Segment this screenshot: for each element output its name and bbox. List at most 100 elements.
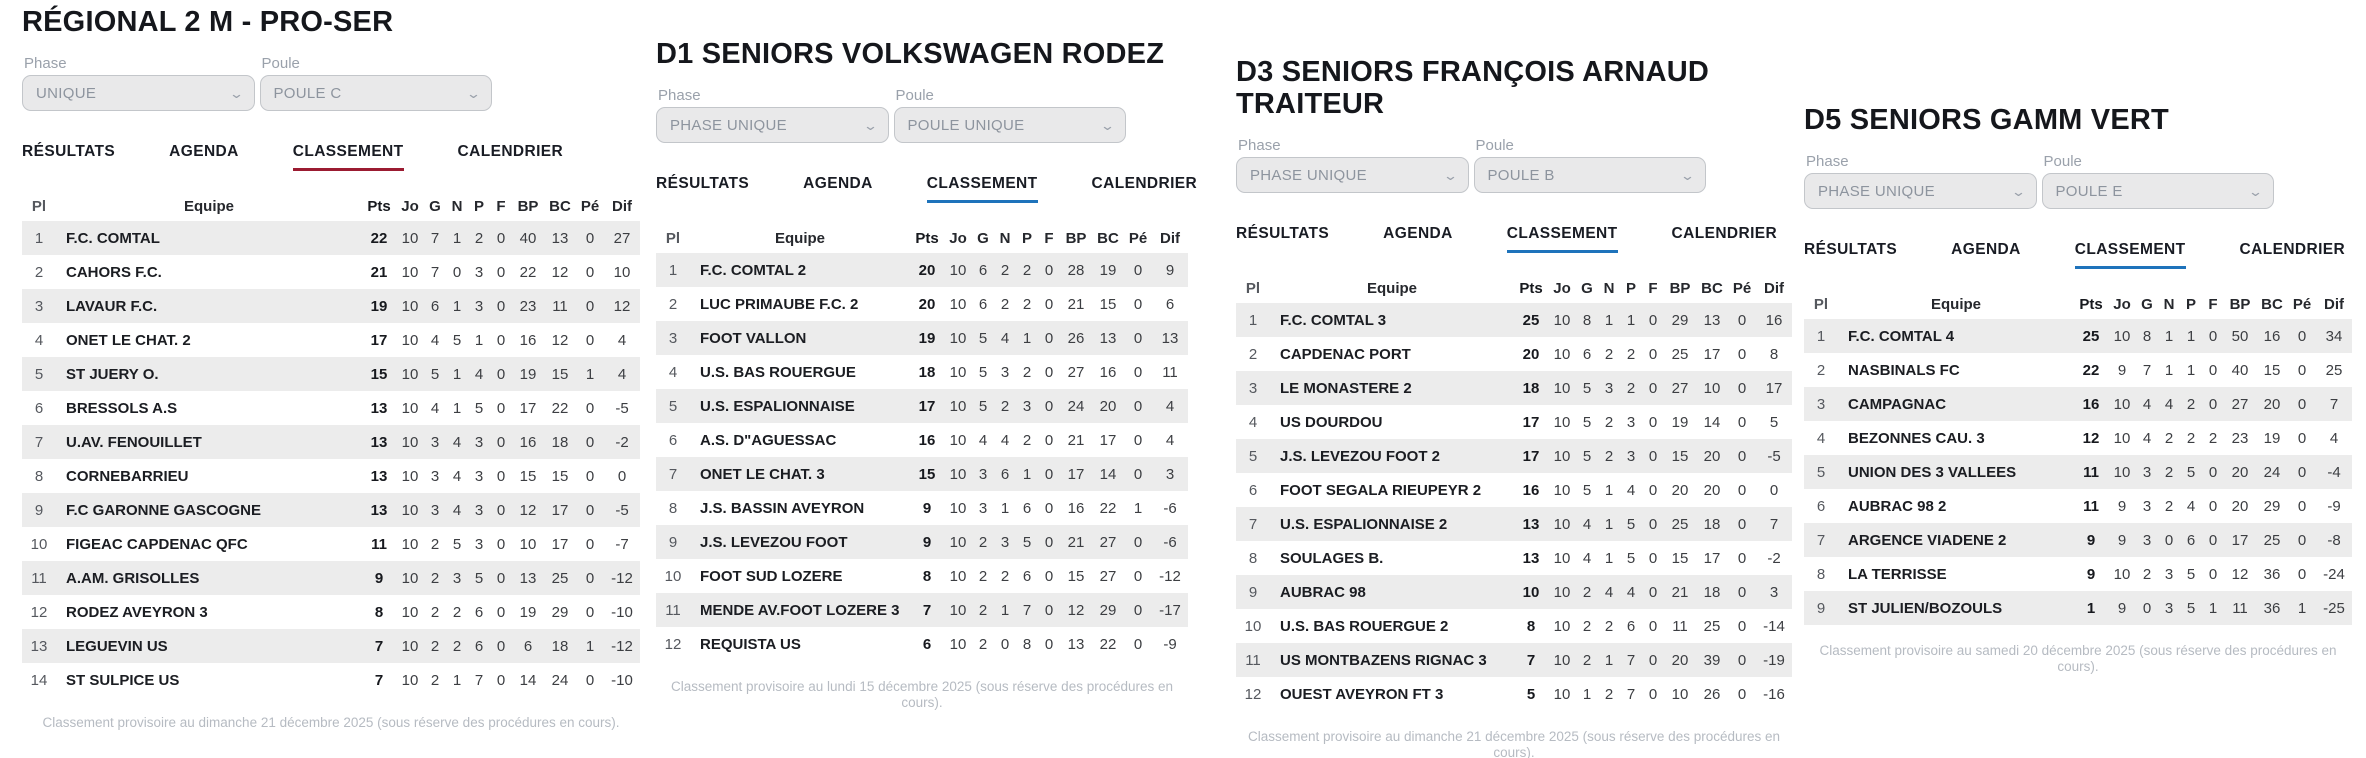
- tab-calendrier[interactable]: CALENDRIER: [1091, 175, 1198, 192]
- tab-classement[interactable]: CLASSEMENT: [2074, 241, 2186, 269]
- tab-calendrier[interactable]: CALENDRIER: [2239, 241, 2346, 258]
- table-row: 8 LA TERRISSE 9 10 2 3 5 0 12 36 0 -24: [1804, 557, 2352, 591]
- tab-agenda[interactable]: AGENDA: [1951, 241, 2021, 258]
- page-title: D1 SENIORS VOLKSWAGEN RODEZ: [656, 38, 1165, 70]
- n-cell: 4: [1000, 431, 1010, 449]
- column-header-p: P: [1021, 229, 1032, 247]
- rank-cell: 7: [34, 433, 44, 451]
- g-cell: 2: [1582, 651, 1592, 669]
- g-cell: 3: [430, 467, 440, 485]
- tab-classement[interactable]: CLASSEMENT: [1506, 225, 1618, 253]
- f-cell: 0: [1648, 583, 1658, 601]
- g-cell: 7: [430, 229, 440, 247]
- g-cell: 7: [2142, 361, 2152, 379]
- phase-select-value: PHASE UNIQUE: [1250, 166, 1367, 184]
- rank-cell: 10: [30, 535, 48, 553]
- phase-select[interactable]: PHASE UNIQUE ⌄: [1236, 157, 1469, 193]
- rank-cell: 7: [668, 465, 678, 483]
- bc-cell: 15: [551, 365, 569, 383]
- jo-cell: 10: [1553, 447, 1571, 465]
- tab-resultats[interactable]: RÉSULTATS: [1804, 241, 1898, 258]
- column-header-dif: Dif: [612, 197, 632, 215]
- pts-cell: 7: [1526, 651, 1536, 669]
- f-cell: 0: [496, 569, 506, 587]
- tabs-bar: RÉSULTATS AGENDA CLASSEMENT CALENDRIER: [22, 143, 640, 171]
- table-row: 9 ST JULIEN/BOZOULS 1 9 0 3 5 1 11 36 1 -25: [1804, 591, 2352, 625]
- pe-cell: 1: [585, 637, 595, 655]
- team-cell: F.C. COMTAL 3: [1280, 311, 1387, 329]
- team-cell: LA TERRISSE: [1848, 565, 1947, 583]
- tab-agenda[interactable]: AGENDA: [803, 175, 873, 192]
- f-cell: 0: [1044, 261, 1054, 279]
- tab-resultats[interactable]: RÉSULTATS: [22, 143, 116, 160]
- tab-calendrier[interactable]: CALENDRIER: [457, 143, 564, 160]
- pe-cell: 0: [1737, 413, 1747, 431]
- n-cell: 3: [1000, 533, 1010, 551]
- rank-cell: 9: [34, 501, 44, 519]
- rank-cell: 11: [1245, 651, 1261, 669]
- tab-resultats[interactable]: RÉSULTATS: [1236, 225, 1330, 242]
- poule-select[interactable]: POULE C ⌄: [259, 75, 492, 111]
- pe-cell: 0: [1133, 465, 1143, 483]
- phase-select[interactable]: UNIQUE ⌄: [22, 75, 255, 111]
- tab-resultats[interactable]: RÉSULTATS: [656, 175, 750, 192]
- p-cell: 3: [1022, 397, 1032, 415]
- chevron-down-icon: ⌄: [862, 117, 878, 133]
- jo-cell: 10: [401, 501, 419, 519]
- pts-cell: 22: [370, 229, 388, 247]
- f-cell: 0: [496, 263, 506, 281]
- team-cell: CORNEBARRIEU: [66, 467, 189, 485]
- poule-select[interactable]: POULE B ⌄: [1473, 157, 1706, 193]
- bp-cell: 21: [1067, 533, 1085, 551]
- tab-agenda[interactable]: AGENDA: [1383, 225, 1453, 242]
- f-cell: 0: [496, 467, 506, 485]
- rank-cell: 8: [668, 499, 678, 517]
- f-cell: 0: [1044, 363, 1054, 381]
- table-row: 9 F.C GARONNE GASCOGNE 13 10 3 4 3 0 12 17 0 -5: [22, 493, 640, 527]
- poule-select-field: Poule POULE E ⌄: [2041, 153, 2274, 209]
- tabs-bar: RÉSULTATS AGENDA CLASSEMENT CALENDRIER: [1236, 225, 1792, 253]
- column-header-dif: Dif: [2324, 295, 2344, 313]
- pe-cell: 0: [585, 399, 595, 417]
- pe-cell: 0: [1737, 515, 1747, 533]
- phase-select[interactable]: PHASE UNIQUE ⌄: [656, 107, 889, 143]
- pe-cell: 0: [1133, 261, 1143, 279]
- league-widget-panel: RÉGIONAL 2 M - PRO-SER Phase UNIQUE ⌄ Poule P…: [22, 6, 640, 731]
- bp-cell: 24: [1067, 397, 1085, 415]
- n-cell: 0: [452, 263, 462, 281]
- poule-select[interactable]: POULE UNIQUE ⌄: [893, 107, 1126, 143]
- team-cell: BRESSOLS A.S: [66, 399, 178, 417]
- chevron-down-icon: ⌄: [1679, 167, 1696, 183]
- dif-cell: -25: [2323, 599, 2345, 617]
- table-row: 4 BEZONNES CAU. 3 12 10 4 2 2 2 23 19 0 4: [1804, 421, 2352, 455]
- rank-cell: 10: [664, 567, 682, 585]
- tab-agenda[interactable]: AGENDA: [169, 143, 239, 160]
- dif-cell: -5: [615, 399, 629, 417]
- pe-cell: 0: [1737, 481, 1747, 499]
- jo-cell: 10: [2113, 429, 2131, 447]
- n-cell: 1: [452, 399, 462, 417]
- tab-calendrier[interactable]: CALENDRIER: [1671, 225, 1778, 242]
- g-cell: 2: [430, 603, 440, 621]
- table-row: 9 J.S. LEVEZOU FOOT 9 10 2 3 5 0 21 27 0 -6: [656, 525, 1188, 559]
- n-cell: 1: [1604, 515, 1614, 533]
- phase-select[interactable]: PHASE UNIQUE ⌄: [1804, 173, 2037, 209]
- pts-cell: 8: [1526, 617, 1536, 635]
- team-cell: U.S. ESPALIONNAISE: [700, 397, 855, 415]
- n-cell: 4: [452, 467, 462, 485]
- column-header-n: N: [2163, 295, 2175, 313]
- column-header-p: P: [2185, 295, 2196, 313]
- rank-cell: 2: [34, 263, 44, 281]
- f-cell: 0: [1044, 295, 1054, 313]
- tab-classement[interactable]: CLASSEMENT: [926, 175, 1038, 203]
- poule-select[interactable]: POULE E ⌄: [2041, 173, 2274, 209]
- dif-cell: -5: [615, 501, 629, 519]
- pts-cell: 7: [922, 601, 932, 619]
- table-header-row: Pl Equipe Pts Jo G N P F BP BC Pé Dif: [22, 191, 640, 221]
- tab-classement[interactable]: CLASSEMENT: [292, 143, 404, 171]
- bp-cell: 12: [1067, 601, 1085, 619]
- n-cell: 0: [1000, 635, 1010, 653]
- p-cell: 1: [2186, 361, 2196, 379]
- p-cell: 1: [1022, 329, 1032, 347]
- jo-cell: 10: [1553, 651, 1571, 669]
